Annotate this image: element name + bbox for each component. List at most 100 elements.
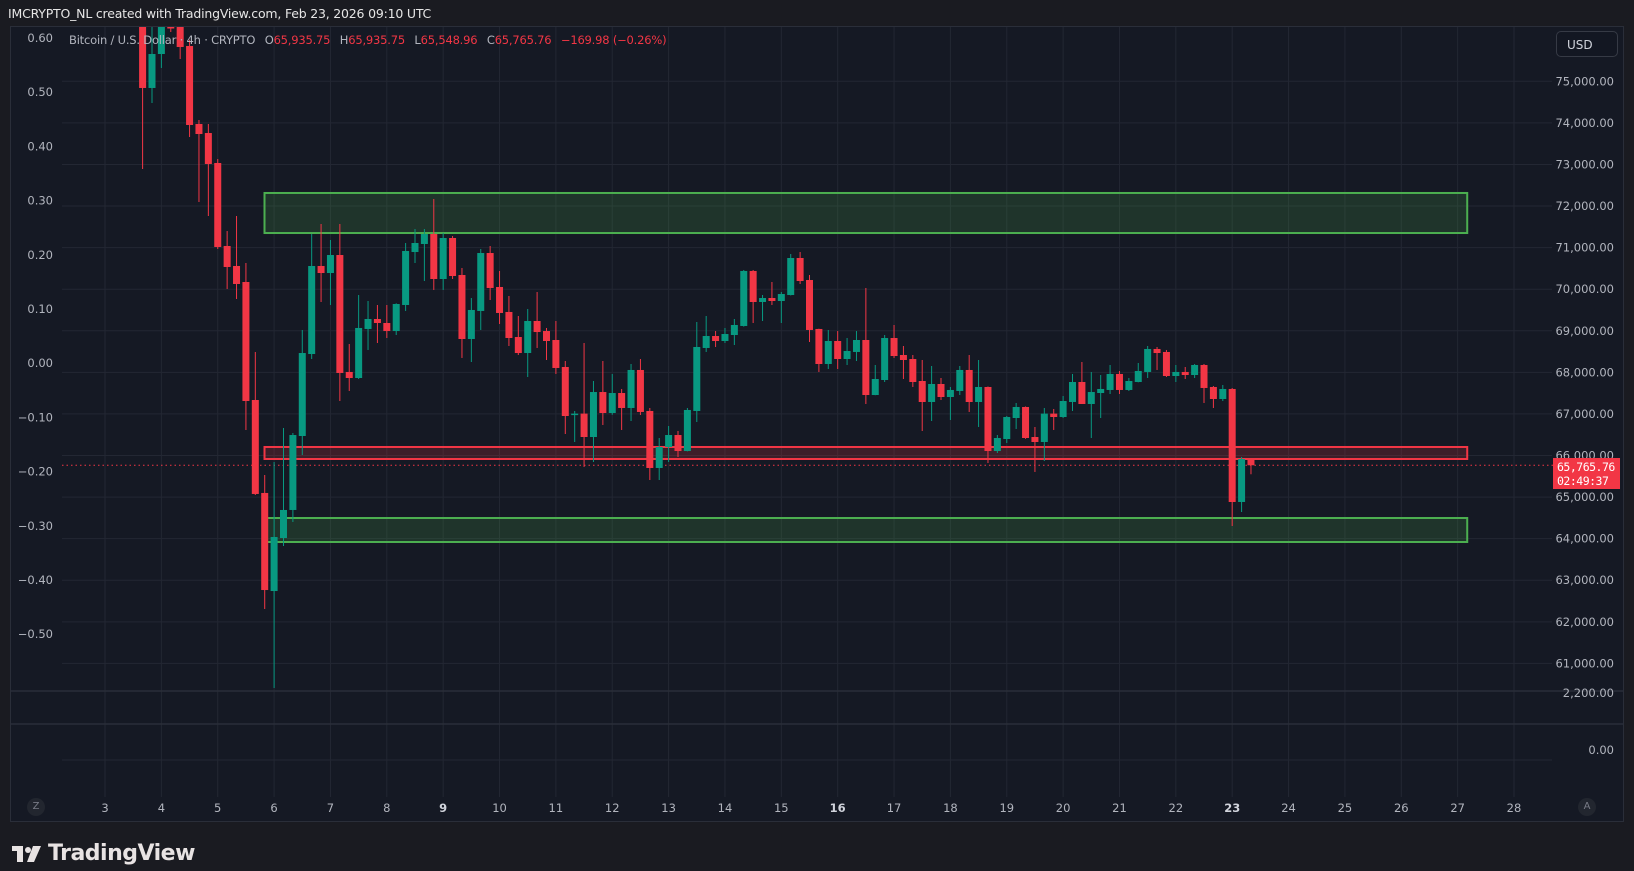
bar-countdown: 02:49:37 (1557, 474, 1609, 488)
candle-body (467, 309, 475, 340)
candle (777, 292, 785, 323)
candle-body (796, 258, 804, 281)
candle-body (1228, 388, 1236, 502)
candle (815, 328, 823, 372)
zones (62, 191, 1553, 543)
candle-body (946, 389, 954, 398)
candle (533, 292, 541, 348)
candle-body (157, 27, 165, 55)
candle-body (505, 311, 513, 339)
candle-body (270, 537, 278, 592)
candle (702, 316, 710, 352)
candle (1144, 345, 1152, 379)
candle-body (486, 253, 494, 288)
price-axis-label: 65,000.00 (1555, 490, 1614, 504)
candle (937, 378, 945, 400)
candle-body (1172, 371, 1180, 377)
candle (693, 321, 701, 422)
symbol-legend: Bitcoin / U.S. Dollar · 4h · CRYPTO O65,… (69, 33, 667, 47)
candle-body (730, 324, 738, 336)
candle-body (148, 54, 156, 88)
candle-body (759, 298, 767, 302)
candle-body (599, 392, 607, 414)
candle-body (1144, 348, 1152, 372)
left-axis-label: −0.20 (18, 465, 53, 479)
candle (665, 425, 673, 462)
candle-body (449, 238, 457, 277)
support-zone-bottom[interactable] (263, 517, 1469, 543)
candle (242, 262, 250, 430)
candle (449, 236, 457, 280)
candle-body (1097, 388, 1105, 394)
candle-body (289, 435, 297, 510)
left-axis-label: −0.40 (18, 573, 53, 587)
candle-body (1087, 392, 1095, 404)
candle (1134, 362, 1142, 383)
candle-body (1078, 381, 1086, 404)
time-axis-label: 19 (999, 801, 1014, 815)
time-axis-label: 4 (158, 801, 165, 815)
candle (317, 223, 325, 302)
candle-body (768, 298, 776, 301)
candle-body (702, 336, 710, 348)
candle-body (561, 366, 569, 417)
candle-body (618, 393, 626, 408)
candle (345, 343, 353, 391)
left-axis-label: −0.50 (18, 627, 53, 641)
candle-body (1181, 371, 1189, 376)
log-scale-z-button[interactable]: Z (27, 798, 45, 816)
candle-body (496, 286, 504, 313)
candle (1003, 416, 1011, 443)
candle-body (824, 340, 832, 364)
candle (843, 338, 851, 365)
time-axis-label: 27 (1450, 801, 1465, 815)
candle-body (806, 280, 814, 330)
candle (1153, 346, 1161, 370)
candle (899, 345, 907, 380)
candle-body (1115, 373, 1123, 390)
time-axis-label: 8 (383, 801, 390, 815)
candle-body (383, 322, 391, 332)
candle-body (392, 303, 400, 332)
candle (1162, 349, 1170, 378)
price-axis-label: 67,000.00 (1555, 407, 1614, 421)
candle (956, 365, 964, 396)
time-axis-label: 12 (605, 801, 620, 815)
red-zone-middle[interactable] (263, 445, 1469, 461)
high-label: H (339, 33, 349, 47)
candle-body (1125, 380, 1133, 390)
candle-body (693, 346, 701, 411)
candle (157, 27, 165, 68)
candle (420, 229, 428, 281)
candle (402, 242, 410, 311)
candle (542, 327, 550, 360)
candle (928, 365, 936, 421)
candle-body (176, 27, 184, 47)
candle (712, 331, 720, 347)
currency-button[interactable]: USD (1556, 31, 1618, 57)
candle-body (477, 253, 485, 311)
left-axis-label: 0.20 (27, 248, 53, 262)
symbol-title[interactable]: Bitcoin / U.S. Dollar · 4h · CRYPTO (69, 33, 256, 47)
candle (383, 304, 391, 339)
candle (1247, 458, 1255, 475)
candle (204, 123, 212, 217)
candle-body (242, 281, 250, 401)
time-axis-label: 28 (1507, 801, 1522, 815)
tradingview-logo: TradingView (12, 841, 195, 866)
candle-body (871, 379, 879, 396)
time-axis-label: 23 (1224, 801, 1240, 815)
candle-body (674, 435, 682, 452)
resistance-zone-top[interactable] (263, 191, 1469, 235)
price-axis-label: 70,000.00 (1555, 282, 1614, 296)
candle (167, 27, 175, 33)
candle (871, 364, 879, 396)
candle (298, 329, 306, 456)
open-value: 65,935.75 (273, 33, 331, 47)
candle (946, 386, 954, 420)
candle-body (1162, 351, 1170, 377)
auto-scale-button[interactable]: A (1578, 798, 1596, 816)
candle-body (514, 337, 522, 354)
candle-body (843, 350, 851, 360)
